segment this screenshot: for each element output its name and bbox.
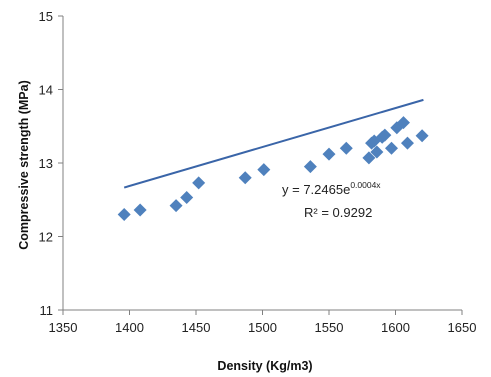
data-point <box>415 129 429 143</box>
data-point <box>238 171 252 185</box>
x-tick-label: 1650 <box>448 320 477 335</box>
data-point <box>180 191 194 205</box>
data-point <box>339 141 353 155</box>
trendline-equation: y = 7.2465e0.0004x <box>282 180 381 197</box>
data-point <box>370 145 384 159</box>
data-point <box>303 160 317 174</box>
x-tick-label: 1550 <box>315 320 344 335</box>
trendline-equation-main: y = 7.2465e <box>282 182 350 197</box>
data-point <box>257 163 271 177</box>
data-point <box>378 128 392 142</box>
y-axis-ticks: 11 12 13 14 15 <box>39 9 63 318</box>
r-squared-label: R² = 0.9292 <box>304 205 372 220</box>
y-tick-label: 15 <box>39 9 53 24</box>
data-point <box>362 151 376 165</box>
x-axis-label: Density (Kg/m3) <box>217 359 312 373</box>
data-point <box>400 136 414 150</box>
trendline-equation-exponent: 0.0004x <box>350 180 381 190</box>
x-tick-label: 1350 <box>49 320 78 335</box>
x-tick-label: 1400 <box>115 320 144 335</box>
x-axis-ticks: 1350 1400 1450 1500 1550 1600 1650 <box>49 310 477 335</box>
y-axis-label: Compressive strength (MPa) <box>17 80 31 249</box>
x-tick-label: 1450 <box>182 320 211 335</box>
data-point <box>192 176 206 190</box>
data-points <box>117 116 429 221</box>
trendline <box>123 98 424 189</box>
data-point <box>169 199 183 213</box>
data-point <box>117 207 131 221</box>
data-point <box>385 141 399 155</box>
y-tick-label: 11 <box>40 303 54 318</box>
y-tick-label: 13 <box>39 156 53 171</box>
x-tick-label: 1500 <box>248 320 277 335</box>
x-tick-label: 1600 <box>381 320 410 335</box>
y-tick-label: 12 <box>39 230 53 245</box>
data-point <box>396 116 410 130</box>
axes <box>62 16 462 311</box>
y-tick-label: 14 <box>39 83 53 98</box>
data-point <box>133 203 147 217</box>
data-point <box>322 147 336 161</box>
